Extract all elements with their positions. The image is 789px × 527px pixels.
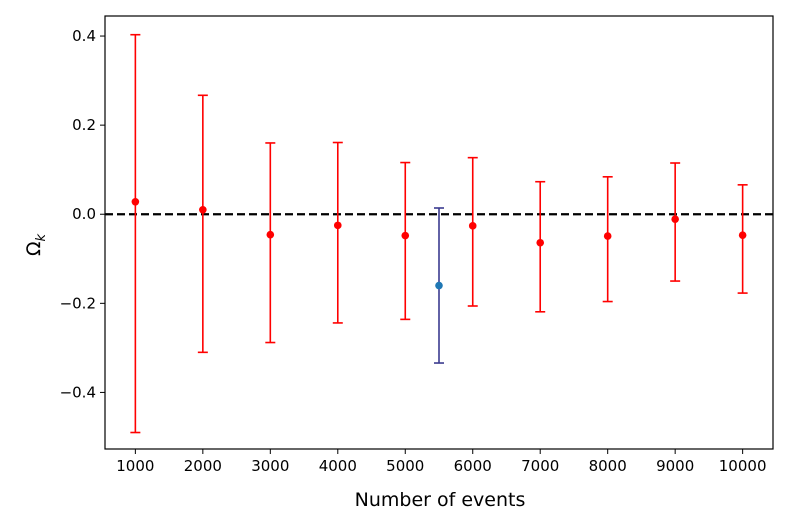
series-0-point-8-marker bbox=[671, 215, 679, 223]
series-0-point-2-marker bbox=[266, 230, 275, 239]
y-tick-label: −0.2 bbox=[60, 294, 96, 312]
series-0-point-7-marker bbox=[603, 232, 612, 240]
x-tick-label: 6000 bbox=[454, 457, 492, 475]
series-0-point-9-marker bbox=[738, 231, 747, 239]
series-0-point-5-marker bbox=[468, 222, 477, 230]
series-0-point-1-marker bbox=[199, 205, 207, 214]
x-tick-label: 8000 bbox=[589, 457, 627, 475]
series-0-point-3-marker bbox=[333, 221, 342, 230]
x-tick-label: 10000 bbox=[719, 457, 767, 475]
y-axis-label-sub: k bbox=[34, 234, 49, 242]
x-tick-label: 9000 bbox=[656, 457, 694, 475]
x-tick-label: 7000 bbox=[521, 457, 559, 475]
y-axis-label: Ωk bbox=[23, 234, 49, 257]
x-tick-label: 1000 bbox=[116, 457, 154, 475]
y-tick-label: 0.2 bbox=[72, 116, 96, 134]
series-0-point-4-marker bbox=[401, 231, 410, 240]
plot-frame bbox=[104, 15, 774, 450]
x-tick-label: 4000 bbox=[319, 457, 357, 475]
y-tick-label: 0.4 bbox=[72, 27, 96, 45]
x-tick-label: 2000 bbox=[184, 457, 222, 475]
y-tick-label: 0.0 bbox=[72, 205, 96, 223]
series-0-point-6-marker bbox=[536, 238, 545, 247]
x-axis-label: Number of events bbox=[355, 489, 526, 511]
series-1-point-0-marker bbox=[435, 281, 443, 290]
plot-area: 1000 2000 3000 4000 5000 6000 7000 8000 9000 1000… bbox=[60, 15, 774, 475]
x-tick-label: 5000 bbox=[386, 457, 424, 475]
y-tick-label: −0.4 bbox=[60, 383, 96, 401]
x-tick-label: 3000 bbox=[251, 457, 289, 475]
series-0-point-0-marker bbox=[131, 197, 140, 206]
y-axis-label-main: Ω bbox=[23, 242, 45, 257]
